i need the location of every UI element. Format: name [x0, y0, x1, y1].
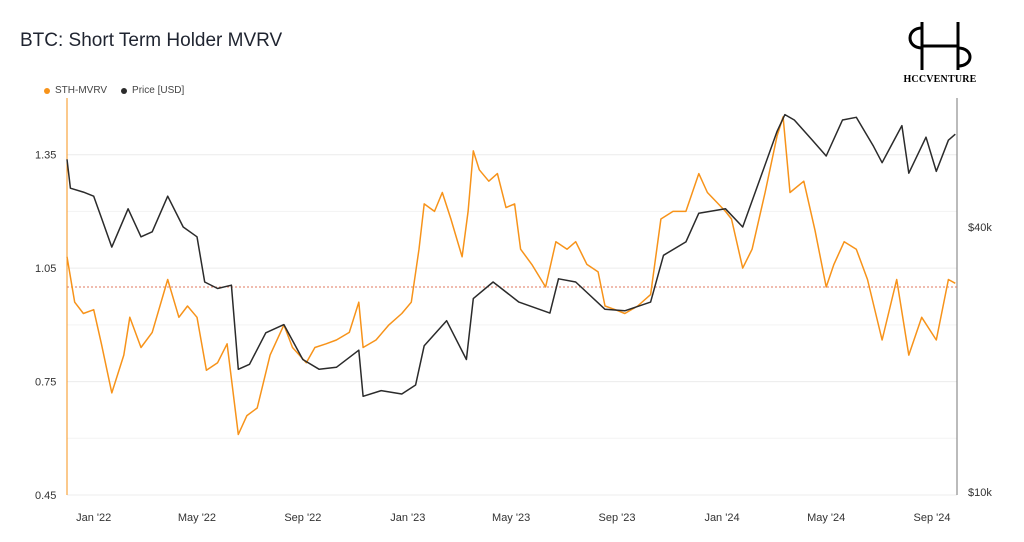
y-right-tick-label: $40k — [968, 222, 992, 234]
legend-item-price[interactable]: Price [USD] — [121, 85, 184, 96]
logo-mark-icon — [908, 22, 972, 70]
x-tick-label: Jan '23 — [390, 512, 425, 524]
legend-item-sth-mvrv[interactable]: STH-MVRV — [44, 85, 107, 96]
legend-label-sth-mvrv: STH-MVRV — [55, 85, 108, 96]
legend-dot-price — [121, 87, 128, 94]
x-tick-label: May '24 — [807, 512, 845, 524]
x-tick-label: Sep '22 — [284, 512, 321, 524]
series-group — [66, 113, 956, 436]
series-line-price — [66, 113, 956, 398]
y-left-tick-label: 0.75 — [35, 377, 56, 389]
chart-title: BTC: Short Term Holder MVRV — [20, 30, 283, 51]
series-line-sth-mvrv — [66, 116, 956, 436]
legend-dot-sth-mvrv — [44, 87, 50, 94]
y-left-tick-label: 1.05 — [35, 263, 56, 275]
logo-text: HCCVENTURE — [903, 74, 977, 85]
x-tick-label: Sep '23 — [599, 512, 636, 524]
y-left-tick-label: 1.35 — [35, 150, 56, 162]
x-tick-label: Jan '24 — [704, 512, 739, 524]
y-right-tick-label: $10k — [968, 487, 992, 499]
x-tick-label: Jan '22 — [76, 512, 111, 524]
hccventure-logo: HCCVENTURE — [900, 18, 980, 88]
tick-labels: 1.35 1.05 0.75 0.45 $40k $10k Jan '22 May '22 Se… — [35, 150, 992, 524]
x-tick-label: Sep '24 — [914, 512, 951, 524]
grid — [67, 154, 957, 496]
x-tick-label: May '23 — [492, 512, 530, 524]
x-tick-label: May '22 — [178, 512, 216, 524]
y-left-tick-label: 0.45 — [35, 490, 56, 502]
legend-label-price: Price [USD] — [132, 85, 185, 96]
legend: STH-MVRV Price [USD] — [44, 85, 184, 96]
